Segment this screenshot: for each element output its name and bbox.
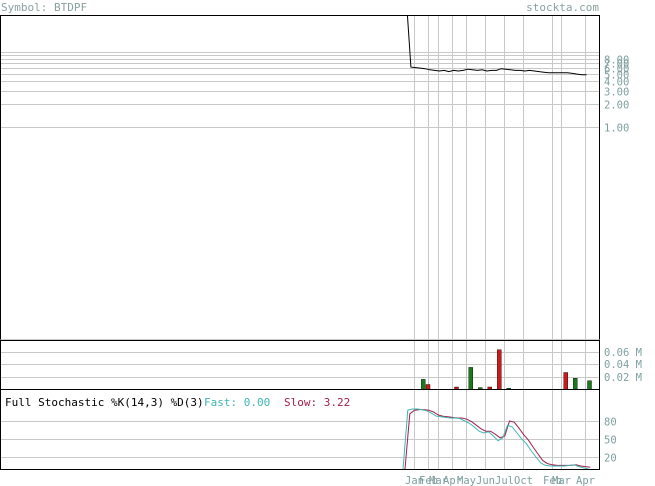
- x-tick-label: Oct: [514, 475, 533, 486]
- stochastic-tick-label: 80: [604, 417, 617, 429]
- price-tick-label: 4.00: [604, 77, 629, 89]
- stochastic-panel: 80 50 20 Full Stochastic %K(14,3) %D(3) Fa…: [0, 389, 617, 470]
- volume-axis: 0.06 M0.04 M0.02 M: [604, 347, 642, 384]
- price-tick-label: 8.00: [604, 55, 629, 67]
- x-tick-label: Jul: [495, 475, 514, 486]
- price-line: [406, 15, 587, 76]
- stochastic-axis: 80 50 20: [604, 417, 617, 465]
- x-tick-label: Feb: [419, 475, 438, 486]
- symbol-label: Symbol: BTDPF: [1, 1, 87, 14]
- fast-line: [402, 408, 589, 470]
- x-tick-label: Jan: [405, 475, 424, 486]
- slow-value-label: Slow: 3.22: [284, 396, 350, 409]
- volume-tick-label: 0.04 M: [604, 359, 642, 371]
- price-tick-label: 6.00: [604, 64, 629, 76]
- x-tick-label: Mar: [552, 475, 571, 486]
- volume-bar: [497, 349, 502, 390]
- volume-bar: [573, 378, 578, 390]
- volume-bar: [425, 384, 431, 390]
- volume-bar: [468, 367, 473, 390]
- stochastic-tick-label: 20: [604, 453, 617, 465]
- price-tick-label: 1.00: [604, 123, 629, 135]
- price-axis: 8.007.006.005.004.003.002.00 1.00: [604, 55, 629, 135]
- volume-bar: [587, 380, 592, 390]
- stochastic-title: Full Stochastic %K(14,3) %D(3): [5, 396, 204, 409]
- stochastic-tick-label: 50: [604, 435, 617, 447]
- volume-tick-label: 0.02 M: [604, 372, 642, 384]
- slow-line: [404, 409, 591, 470]
- x-tick-label: May: [457, 475, 476, 486]
- volume-bar: [421, 379, 426, 390]
- price-tick-label: 7.00: [604, 59, 629, 71]
- price-tick-label: 2.00: [604, 100, 629, 112]
- x-tick-label: Apr: [576, 475, 595, 486]
- price-tick-label: 3.00: [604, 87, 629, 99]
- source-label: stockta.com: [526, 1, 599, 14]
- volume-bar: [563, 372, 568, 390]
- volume-tick-label: 0.06 M: [604, 347, 642, 359]
- price-panel: 8.007.006.005.004.003.002.00 1.00: [0, 15, 629, 341]
- stochastic-frame: [0, 389, 600, 470]
- volume-grid: [0, 339, 600, 390]
- price-grid: [0, 15, 600, 341]
- price-tick-label: 5.00: [604, 70, 629, 82]
- x-tick-label: Feb: [543, 475, 562, 486]
- x-tick-label: Apr: [443, 475, 462, 486]
- x-tick-label: Mar: [429, 475, 448, 486]
- fast-value-label: Fast: 0.00: [204, 396, 270, 409]
- x-tick-label: Jun: [476, 475, 495, 486]
